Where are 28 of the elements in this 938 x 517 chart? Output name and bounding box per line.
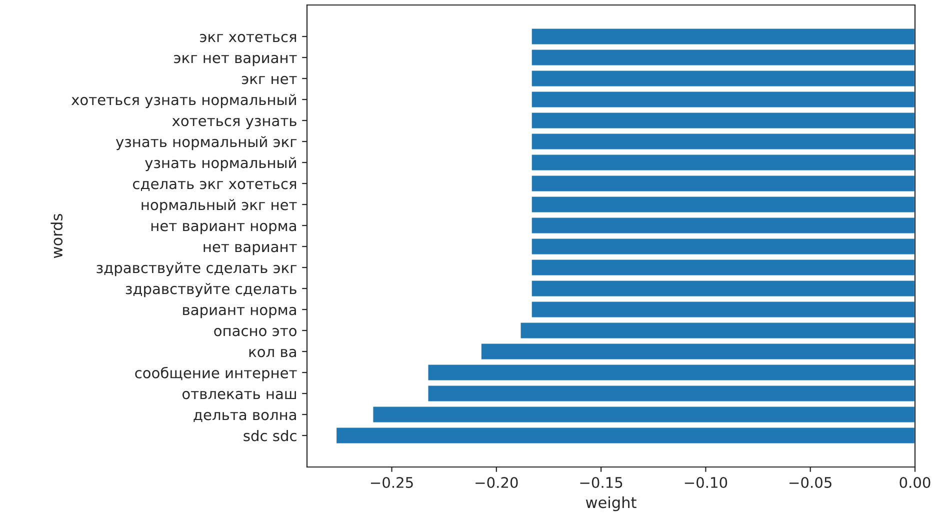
y-tick-label: сообщение интернет [135, 366, 297, 382]
y-axis-title: words [50, 214, 63, 258]
x-tick-label: −0.25 [370, 476, 413, 488]
y-tick-label: сделать экг хотеться [133, 180, 296, 192]
y-tick-label: отвлекать наш [182, 390, 296, 400]
y-tick-label: хотеться узнать [172, 118, 296, 130]
y-tick-label: хотеться узнать нормальный [71, 94, 296, 108]
x-tick-label: −0.10 [684, 476, 728, 488]
x-tick-label: −0.20 [476, 476, 518, 488]
y-tick-label: вариант норма [183, 306, 296, 318]
y-tick-label: дельта волна [194, 412, 296, 422]
x-tick-label: 0.00 [900, 476, 930, 488]
y-tick-label: здравствуйте сделать экг [96, 262, 297, 276]
y-tick-label: нет вариант [204, 244, 297, 256]
y-tick-label: узнать нормальный [145, 157, 296, 172]
y-tick-label: экг нет вариант [174, 54, 297, 66]
y-tick-label: кол ва [249, 348, 296, 358]
y-tick-label: экг нет [242, 76, 297, 84]
x-tick-label: −0.15 [580, 476, 622, 488]
y-tick-label: экг хотеться [200, 34, 296, 42]
y-tick-label: узнать нормальный экг [116, 136, 297, 150]
x-tick-label: −0.05 [790, 476, 832, 488]
x-axis-title: weight [586, 496, 636, 512]
y-tick-label: опасно это [214, 328, 296, 336]
y-tick-label: sdc sdc [244, 430, 296, 442]
y-tick-label: нормальный экг нет [142, 199, 297, 214]
y-tick-label: здравствуйте сделать [126, 283, 296, 298]
y-tick-label: нет вариант норма [151, 222, 296, 234]
